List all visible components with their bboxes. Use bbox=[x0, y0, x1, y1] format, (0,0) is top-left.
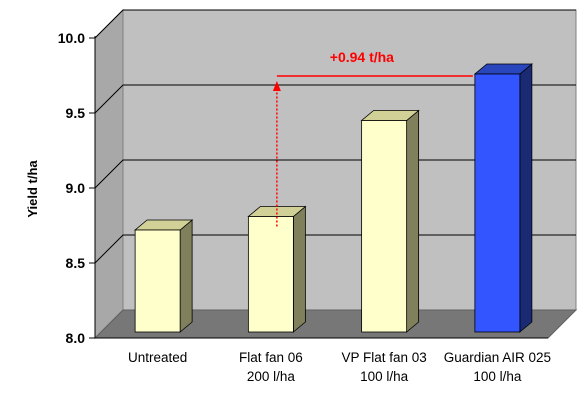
bar-side bbox=[292, 205, 306, 333]
x-tick-label: Flat fan 06 bbox=[239, 350, 303, 365]
annotation-label: +0.94 t/ha bbox=[330, 49, 394, 65]
gridlines bbox=[94, 9, 576, 264]
y-axis-label: Yield t/ha bbox=[25, 160, 40, 218]
gridline bbox=[94, 234, 576, 264]
axes: 8.0 8.5 9.0 9.5 10.0 Untreated Flat fan 06 200 … bbox=[58, 30, 551, 384]
x-tick-label: Untreated bbox=[128, 350, 187, 365]
gridline bbox=[94, 159, 576, 189]
bar bbox=[247, 216, 294, 333]
x-tick-label: 100 l/ha bbox=[360, 369, 409, 384]
annotation: +0.94 t/ha bbox=[272, 49, 473, 227]
gridline bbox=[94, 9, 576, 39]
y-tick-label: 10.0 bbox=[58, 30, 85, 46]
bars bbox=[134, 63, 533, 333]
x-tick-label: 100 l/ha bbox=[473, 369, 522, 384]
annotation-arrowhead bbox=[272, 81, 281, 91]
y-tick-label: 9.5 bbox=[66, 105, 86, 121]
y-tick-label: 9.0 bbox=[66, 180, 86, 196]
bar-side bbox=[179, 219, 193, 333]
y-tick-label: 8.5 bbox=[66, 255, 86, 271]
x-tick-label: 200 l/ha bbox=[247, 369, 296, 384]
bar-side bbox=[406, 109, 420, 333]
x-tick-label: Guardian AIR 025 bbox=[444, 350, 551, 365]
bar bbox=[134, 229, 181, 333]
bar-side bbox=[519, 63, 533, 333]
bar bbox=[474, 73, 521, 333]
y-tick-label: 8.0 bbox=[66, 330, 86, 346]
gridline bbox=[94, 84, 576, 114]
x-tick-label: VP Flat fan 03 bbox=[341, 350, 426, 365]
bar bbox=[361, 120, 408, 333]
